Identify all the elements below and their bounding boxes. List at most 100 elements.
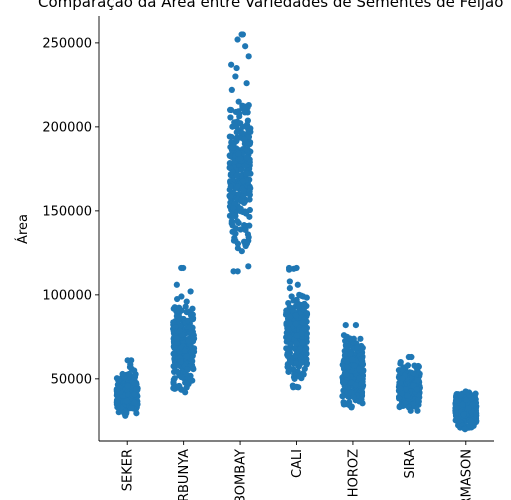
data-point [122, 412, 129, 419]
data-point [131, 380, 138, 387]
data-point [126, 370, 133, 377]
data-point [228, 61, 235, 68]
data-point [227, 183, 234, 190]
data-point [236, 110, 243, 117]
data-point [343, 333, 351, 340]
data-point [414, 407, 421, 414]
data-point [170, 379, 177, 386]
data-point [235, 98, 242, 105]
data-point [228, 86, 235, 94]
x-tick-label: DERMASON [459, 449, 474, 500]
data-point [242, 226, 249, 234]
data-point [293, 383, 300, 391]
data-point [343, 371, 350, 379]
data-point [243, 170, 250, 177]
data-point [234, 36, 241, 43]
data-point [293, 332, 300, 339]
series-sira [395, 353, 423, 414]
data-point [114, 399, 121, 406]
data-point [244, 117, 251, 124]
data-point [245, 141, 253, 148]
data-point [357, 335, 364, 342]
data-point [237, 226, 244, 233]
data-point [340, 399, 347, 406]
data-point [243, 146, 250, 153]
data-point [290, 265, 297, 272]
data-point [226, 152, 233, 159]
y-tick-label: 100000 [42, 288, 92, 303]
data-point [294, 348, 301, 356]
data-point [291, 375, 298, 382]
data-point [356, 366, 363, 373]
data-point [231, 212, 238, 219]
data-point [283, 307, 290, 314]
data-point [459, 401, 466, 408]
data-point [246, 222, 253, 229]
data-point [246, 191, 253, 198]
data-point [234, 218, 241, 225]
x-ticks: SEKER BARBUNYA BOMBAY CALI HOROZ SIRA DERMASON [121, 441, 474, 500]
data-point [230, 268, 237, 275]
data-point [188, 316, 195, 323]
y-tick-label: 50000 [51, 372, 92, 387]
data-point [298, 330, 305, 337]
data-point [356, 375, 363, 382]
data-point [285, 368, 292, 375]
series-dermason [452, 388, 480, 433]
data-point [414, 377, 422, 384]
data-point [245, 263, 252, 270]
data-point [131, 367, 138, 374]
data-point [286, 285, 293, 292]
series-seker [113, 357, 141, 419]
data-point [178, 373, 185, 381]
x-tick-label: SIRA [403, 449, 418, 479]
series-horoz [339, 321, 367, 411]
data-point [227, 114, 234, 121]
data-point [404, 392, 411, 399]
data-point [415, 396, 422, 404]
data-point [285, 326, 292, 333]
data-point [227, 193, 234, 200]
data-point [181, 347, 189, 354]
data-point [170, 319, 177, 326]
data-point [285, 300, 292, 307]
series-bombay [226, 31, 254, 275]
x-tick-label: BARBUNYA [177, 449, 192, 500]
data-point [397, 360, 404, 367]
data-point [292, 320, 299, 328]
data-point [342, 321, 349, 329]
data-point [182, 303, 189, 310]
data-point [237, 205, 244, 212]
data-point [410, 370, 417, 377]
data-point [124, 382, 131, 390]
y-tick-label: 200000 [42, 120, 92, 135]
data-point [341, 379, 348, 386]
data-point [246, 196, 253, 203]
data-point [173, 281, 180, 288]
data-point [407, 407, 414, 414]
data-point [231, 122, 238, 129]
data-point [286, 266, 293, 273]
data-point [298, 359, 305, 366]
data-point [228, 133, 235, 141]
data-point [303, 361, 310, 368]
data-point [229, 144, 237, 151]
data-point [243, 240, 251, 247]
data-point [294, 281, 301, 288]
data-point [405, 353, 412, 361]
data-point [113, 375, 121, 382]
data-point [186, 324, 193, 331]
data-point [171, 344, 178, 352]
data-point [234, 183, 241, 190]
data-point [462, 388, 469, 395]
data-point [183, 298, 190, 305]
data-point [239, 129, 246, 137]
data-point [190, 348, 197, 355]
data-point [245, 234, 252, 241]
data-point [184, 366, 191, 373]
data-point [286, 278, 293, 285]
data-point [187, 312, 195, 319]
data-point [247, 170, 254, 177]
data-point [245, 128, 252, 135]
data-point [190, 366, 197, 373]
